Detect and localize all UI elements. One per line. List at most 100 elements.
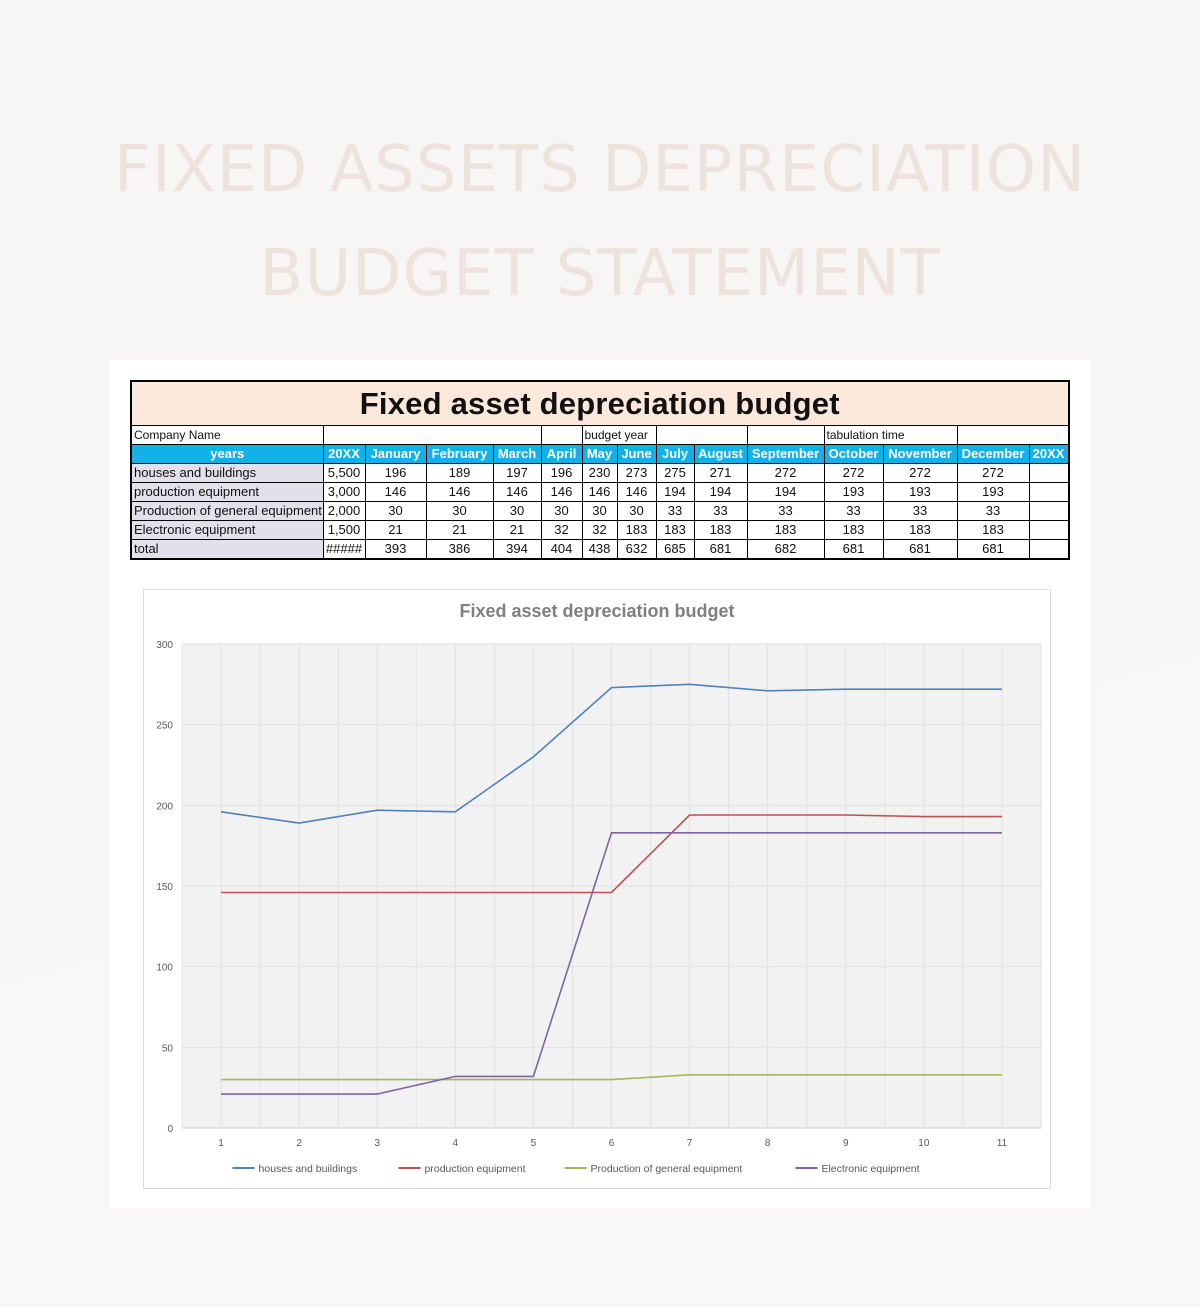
table-cell[interactable]: 632: [616, 539, 657, 560]
table-cell[interactable]: 30: [492, 501, 542, 521]
table-cell[interactable]: 146: [540, 482, 583, 502]
table-cell[interactable]: [1028, 520, 1069, 540]
legend-label: houses and buildings: [259, 1163, 358, 1175]
legend-label: Electronic equipment: [821, 1163, 919, 1175]
row-label[interactable]: houses and buildings: [130, 463, 324, 483]
table-cell[interactable]: 193: [956, 482, 1030, 502]
table-cell[interactable]: 3,000: [322, 482, 366, 502]
table-cell[interactable]: 194: [746, 482, 825, 502]
header-cell: January: [364, 444, 427, 464]
x-tick-label: 2: [296, 1138, 302, 1149]
table-cell[interactable]: 393: [364, 539, 427, 560]
info-spacer-cell[interactable]: [746, 425, 825, 445]
chart-title: Fixed asset depreciation budget: [459, 601, 734, 621]
table-cell[interactable]: 32: [540, 520, 583, 540]
table-cell[interactable]: 33: [693, 501, 748, 521]
info-spacer-cell[interactable]: [540, 425, 583, 445]
table-cell[interactable]: 21: [425, 520, 494, 540]
series-line: [221, 814, 1002, 894]
table-cell[interactable]: 272: [823, 463, 884, 483]
table-cell[interactable]: 183: [882, 520, 958, 540]
table-body: houses and buildings 5,500 196 189 197 196 230…: [130, 463, 1069, 560]
table-cell[interactable]: 146: [616, 482, 657, 502]
table-cell[interactable]: 2,000: [322, 501, 366, 521]
budget-year-value[interactable]: [655, 425, 748, 445]
table-cell[interactable]: 681: [956, 539, 1030, 560]
table-cell[interactable]: 273: [616, 463, 657, 483]
table-cell[interactable]: 189: [425, 463, 494, 483]
header-cell: October: [823, 444, 884, 464]
table-cell[interactable]: 404: [540, 539, 583, 560]
table-cell[interactable]: 196: [540, 463, 583, 483]
table-cell[interactable]: 146: [581, 482, 618, 502]
table-row: Production of general equipment 2,000 30 30…: [130, 501, 1069, 521]
table-cell[interactable]: 183: [746, 520, 825, 540]
table-cell[interactable]: 681: [882, 539, 958, 560]
company-name-value[interactable]: [322, 425, 542, 445]
table-cell[interactable]: 438: [581, 539, 618, 560]
header-cell: December: [956, 444, 1030, 464]
table-cell[interactable]: 271: [693, 463, 748, 483]
table-cell[interactable]: 183: [616, 520, 657, 540]
table-cell[interactable]: 33: [746, 501, 825, 521]
table-cell[interactable]: [1028, 539, 1069, 560]
table-cell[interactable]: 681: [693, 539, 748, 560]
table-cell[interactable]: 33: [956, 501, 1030, 521]
table-row: production equipment 3,000 146 146 146 146 146…: [130, 482, 1069, 502]
info-spacer-cell[interactable]: [1067, 425, 1070, 445]
table-cell[interactable]: 194: [693, 482, 748, 502]
legend-label: production equipment: [425, 1163, 526, 1175]
row-label[interactable]: Production of general equipment: [130, 501, 324, 521]
table-cell[interactable]: 275: [655, 463, 695, 483]
table-cell[interactable]: 33: [823, 501, 884, 521]
table-cell[interactable]: [1028, 482, 1069, 502]
table-cell[interactable]: 30: [425, 501, 494, 521]
table-cell[interactable]: 30: [616, 501, 657, 521]
table-cell[interactable]: 196: [364, 463, 427, 483]
table-cell[interactable]: 146: [364, 482, 427, 502]
x-tick-label: 8: [765, 1138, 771, 1149]
table-cell[interactable]: 394: [492, 539, 542, 560]
table-cell[interactable]: 682: [746, 539, 825, 560]
table-cell[interactable]: 33: [882, 501, 958, 521]
table-cell[interactable]: 272: [882, 463, 958, 483]
table-cell[interactable]: 681: [823, 539, 884, 560]
table-cell[interactable]: 30: [581, 501, 618, 521]
company-name-label: Company Name: [130, 425, 324, 445]
table-cell[interactable]: 193: [882, 482, 958, 502]
row-label[interactable]: total: [130, 539, 324, 560]
table-cell[interactable]: 183: [823, 520, 884, 540]
table-cell[interactable]: 30: [364, 501, 427, 521]
table-cell[interactable]: 193: [823, 482, 884, 502]
table-cell[interactable]: 194: [655, 482, 695, 502]
table-cell[interactable]: 272: [746, 463, 825, 483]
table-cell[interactable]: [1028, 463, 1069, 483]
table-cell[interactable]: 1,500: [322, 520, 366, 540]
table-cell[interactable]: 386: [425, 539, 494, 560]
table-cell[interactable]: #####: [322, 539, 366, 560]
table-cell[interactable]: 5,500: [322, 463, 366, 483]
table-cell[interactable]: 183: [655, 520, 695, 540]
table-cell[interactable]: 272: [956, 463, 1030, 483]
table-cell[interactable]: 197: [492, 463, 542, 483]
series-line: [220, 683, 1002, 824]
row-label[interactable]: Electronic equipment: [130, 520, 324, 540]
table-cell[interactable]: 685: [655, 539, 695, 560]
table-cell[interactable]: 183: [956, 520, 1030, 540]
table-cell[interactable]: 183: [693, 520, 748, 540]
table-cell[interactable]: 21: [492, 520, 542, 540]
row-label[interactable]: production equipment: [130, 482, 324, 502]
table-cell[interactable]: 30: [540, 501, 583, 521]
table-cell[interactable]: 146: [492, 482, 542, 502]
banner-line-2: BUDGET STATEMENT: [259, 237, 941, 311]
table-cell[interactable]: 33: [655, 501, 695, 521]
legend-label: Production of general equipment: [591, 1163, 743, 1175]
tabulation-time-value[interactable]: [956, 425, 1069, 445]
x-tick-label: 4: [453, 1138, 459, 1149]
table-cell[interactable]: 146: [425, 482, 494, 502]
table-cell[interactable]: 32: [581, 520, 618, 540]
banner-line-1: FIXED ASSETS DEPRECIATION: [114, 133, 1086, 207]
table-cell[interactable]: 230: [581, 463, 618, 483]
table-cell[interactable]: [1028, 501, 1069, 521]
table-cell[interactable]: 21: [364, 520, 427, 540]
